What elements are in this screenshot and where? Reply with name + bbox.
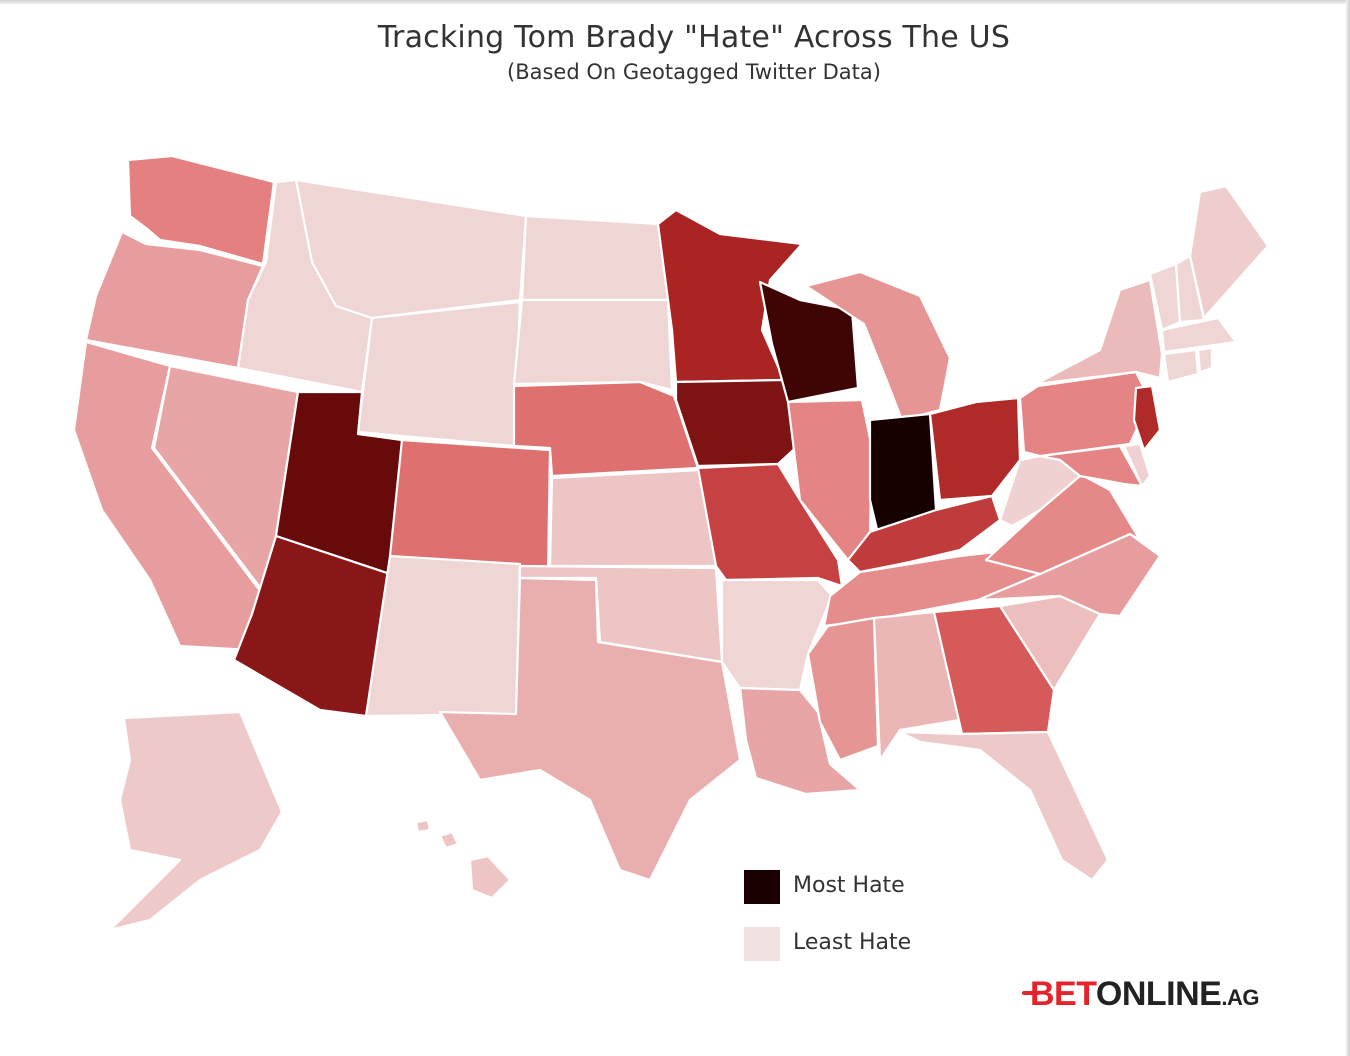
map-subtitle: (Based On Geotagged Twitter Data) — [507, 60, 881, 84]
logo-bet-text: BET — [1030, 975, 1096, 1013]
state-wy — [356, 300, 522, 448]
betonline-logo: BETONLINE.AG — [1030, 975, 1259, 1014]
state-ma — [1160, 316, 1238, 354]
legend-least-label: Least Hate — [793, 930, 912, 955]
state-ne — [512, 380, 700, 478]
state-nj — [1132, 384, 1162, 452]
logo-ag-text: .AG — [1221, 985, 1259, 1010]
state-wa — [126, 154, 276, 266]
logo-online-text: ONLINE — [1095, 975, 1222, 1013]
map-title: Tracking Tom Brady "Hate" Across The US — [377, 20, 1011, 55]
state-ri — [1196, 346, 1214, 374]
window-top-edge — [0, 0, 1350, 4]
state-me — [1188, 184, 1270, 320]
state-wi — [758, 280, 860, 404]
state-fl — [898, 730, 1110, 882]
state-la — [738, 686, 862, 796]
state-nm — [364, 554, 522, 718]
state-al — [872, 610, 962, 762]
state-sd — [512, 298, 674, 392]
state-ct — [1162, 348, 1200, 384]
legend-least-swatch — [744, 927, 780, 961]
state-ny — [1034, 278, 1164, 386]
legend-most-swatch — [744, 870, 780, 904]
state-oh — [928, 396, 1022, 502]
state-de — [1122, 442, 1152, 488]
legend-most-label: Most Hate — [793, 873, 905, 898]
state-ks — [548, 468, 718, 568]
window-right-edge — [1346, 0, 1350, 1056]
state-mn — [656, 208, 804, 384]
state-tx — [438, 576, 742, 882]
state-ms — [806, 616, 880, 762]
state-mi — [804, 270, 952, 422]
state-ak — [108, 710, 284, 932]
state-mt — [294, 178, 528, 320]
state-hi — [414, 818, 512, 900]
brand-swoosh-mark — [1022, 991, 1040, 995]
state-nd — [520, 214, 670, 302]
state-co — [388, 438, 552, 576]
state-ga — [932, 604, 1056, 736]
state-ar — [720, 578, 834, 692]
